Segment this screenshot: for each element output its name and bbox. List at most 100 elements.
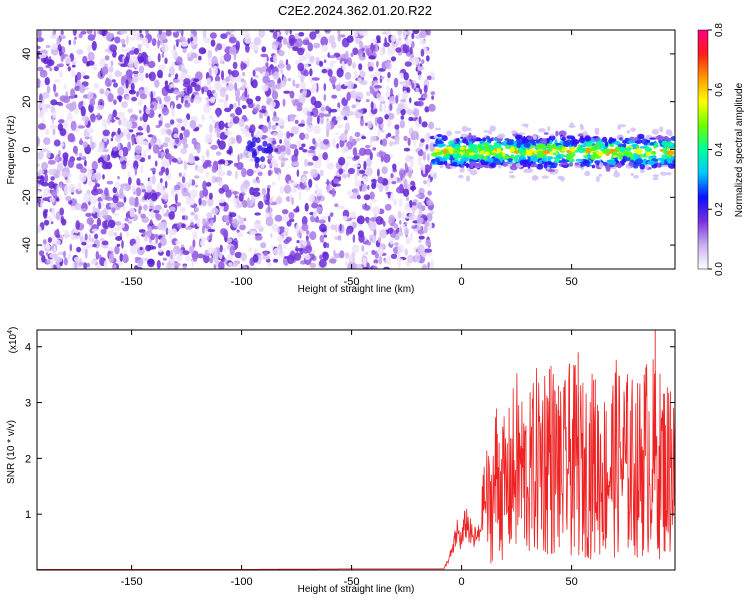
noise-blob	[279, 139, 282, 144]
noise-blob	[255, 95, 261, 102]
noise-blob	[306, 116, 312, 126]
noise-blob	[59, 194, 62, 202]
noise-blob	[167, 229, 173, 235]
noise-blob	[271, 223, 279, 232]
noise-blob	[271, 196, 275, 200]
noise-blob	[142, 150, 147, 158]
snr-xlabel: Height of straight line (km)	[298, 584, 415, 595]
noise-blob	[187, 85, 193, 94]
noise-blob	[103, 154, 108, 162]
noise-blob	[210, 219, 214, 227]
noise-blob	[191, 250, 199, 260]
noise-blob	[344, 252, 350, 259]
noise-blob	[386, 85, 390, 93]
noise-blob	[51, 118, 55, 125]
noise-blob	[235, 107, 243, 116]
noise-blob	[319, 258, 327, 268]
noise-blob	[56, 197, 60, 202]
noise-blob	[143, 86, 149, 97]
noise-blob	[161, 106, 170, 116]
noise-blob	[104, 78, 112, 87]
noise-blob	[411, 82, 415, 89]
noise-blob	[315, 188, 323, 197]
noise-blob	[397, 231, 404, 237]
noise-blob	[177, 30, 182, 33]
noise-blob	[409, 200, 413, 208]
noise-blob	[180, 41, 189, 47]
noise-blob	[232, 116, 240, 124]
noise-blob	[103, 260, 108, 269]
noise-blob	[388, 214, 396, 223]
noise-blob	[92, 64, 97, 71]
signal-blob	[523, 142, 531, 148]
noise-blob	[216, 108, 221, 118]
signal-blob	[666, 150, 675, 157]
noise-blob	[233, 102, 237, 109]
signal-blob	[460, 136, 464, 139]
noise-blob	[37, 176, 44, 180]
noise-blob	[128, 129, 134, 133]
noise-blob	[93, 185, 97, 193]
noise-blob	[168, 73, 171, 78]
noise-blob	[385, 134, 389, 139]
noise-blob	[137, 246, 145, 256]
noise-blob	[200, 155, 206, 163]
noise-blob	[53, 168, 57, 174]
noise-blob	[118, 119, 122, 126]
noise-blob	[253, 248, 258, 254]
signal-blob	[594, 131, 600, 135]
signal-blob	[546, 142, 551, 148]
noise-blob	[272, 132, 278, 136]
noise-blob	[244, 132, 252, 137]
signal-blob	[613, 140, 621, 146]
noise-blob	[246, 57, 250, 65]
signal-blob	[635, 158, 643, 165]
noise-blob	[379, 48, 384, 57]
signal-blob	[587, 152, 591, 159]
signal-blob	[538, 128, 546, 133]
noise-blob	[408, 116, 414, 122]
noise-blob	[170, 187, 175, 196]
noise-blob	[60, 54, 64, 62]
noise-blob	[144, 234, 148, 242]
noise-blob	[363, 148, 372, 155]
noise-blob	[426, 75, 432, 81]
signal-band	[429, 122, 675, 182]
signal-blob	[555, 130, 559, 137]
noise-blob	[311, 83, 318, 92]
noise-blob	[354, 171, 358, 182]
noise-blob	[382, 31, 389, 35]
signal-blob	[434, 127, 441, 131]
spectrogram-ylabel: Frequency (Hz)	[6, 116, 17, 185]
noise-blob	[125, 121, 133, 129]
noise-blob	[402, 43, 410, 54]
noise-blob	[302, 69, 309, 77]
noise-blob	[120, 48, 128, 53]
snr-frame	[36, 329, 676, 571]
signal-blob	[669, 156, 675, 160]
noise-blob	[135, 235, 141, 245]
noise-blob	[284, 30, 289, 36]
noise-blob	[241, 84, 245, 91]
noise-blob	[352, 187, 359, 194]
noise-blob	[67, 252, 72, 260]
noise-blob	[327, 68, 333, 77]
spectrogram-ytick-label: -20	[21, 189, 33, 205]
noise-blob	[64, 56, 71, 65]
noise-blob	[63, 84, 67, 90]
noise-blob	[417, 100, 424, 107]
noise-blob	[131, 184, 136, 193]
noise-blob	[50, 51, 58, 55]
noise-blob	[218, 199, 225, 204]
noise-blob	[272, 248, 281, 256]
noise-blob	[126, 35, 129, 45]
spectrogram-ticks: -150 -100 -50 0 50 -40 -20 0 20 40	[21, 30, 675, 288]
noise-blob	[349, 135, 353, 143]
noise-blob	[139, 247, 143, 251]
noise-blob	[52, 253, 59, 258]
noise-blob	[232, 61, 238, 70]
noise-blob	[385, 59, 391, 69]
noise-blob	[161, 44, 169, 53]
noise-blob	[201, 87, 204, 95]
noise-blob	[369, 191, 375, 200]
